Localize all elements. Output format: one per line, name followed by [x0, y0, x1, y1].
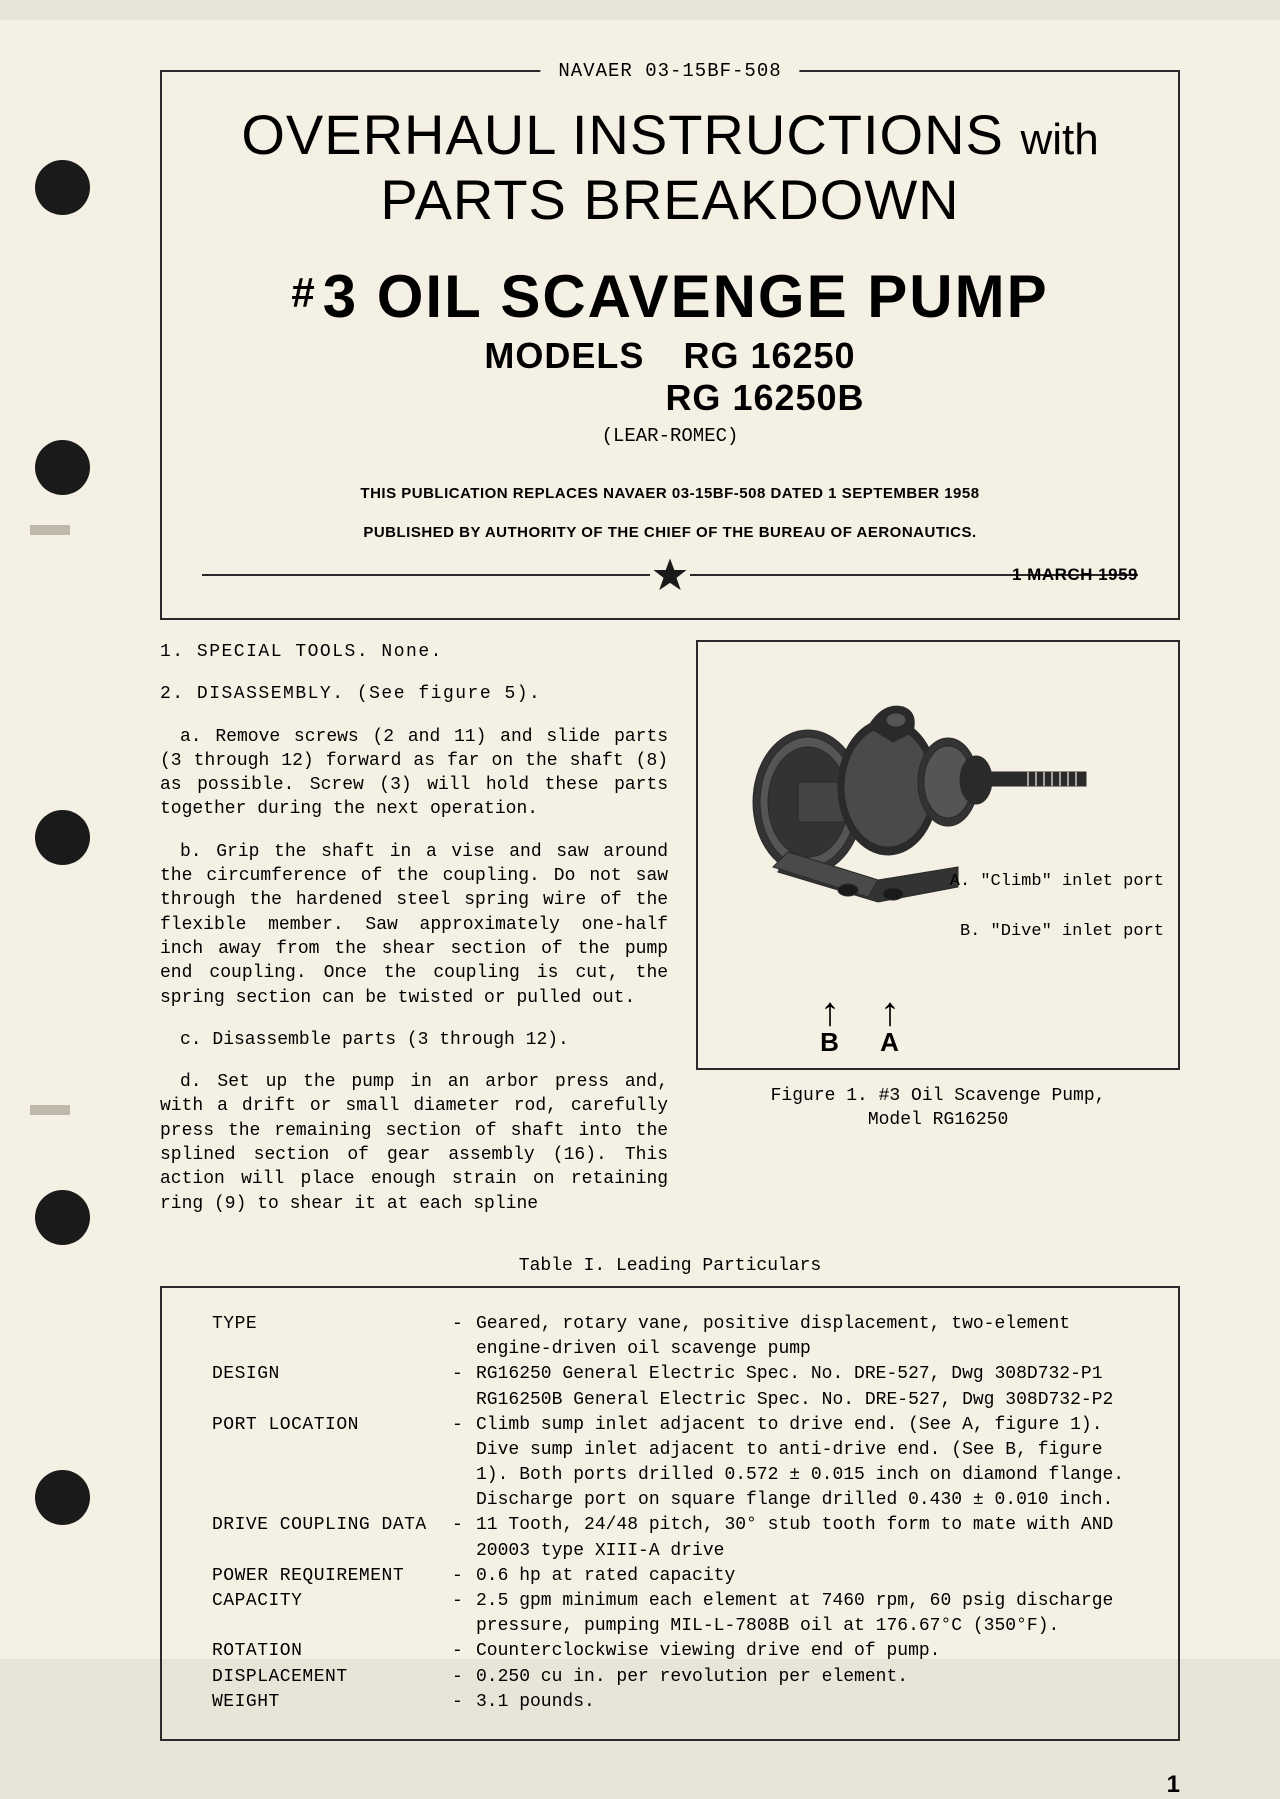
figure-label-a: A. "Climb" inlet port: [950, 872, 1164, 891]
step-a: a. Remove screws (2 and 11) and slide pa…: [160, 725, 668, 822]
caption-line: Model RG16250: [868, 1110, 1008, 1130]
table-val: 0.250 cu in. per revolution per element.: [476, 1665, 1138, 1690]
step-c: c. Disassemble parts (3 through 12).: [160, 1028, 668, 1052]
table-row: POWER REQUIREMENT-0.6 hp at rated capaci…: [212, 1564, 1138, 1589]
table-dash: -: [452, 1589, 476, 1639]
replaces-notice: THIS PUBLICATION REPLACES NAVAER 03-15BF…: [202, 485, 1138, 502]
table-row: DRIVE COUPLING DATA-11 Tooth, 24/48 pitc…: [212, 1513, 1138, 1563]
left-column: 1. SPECIAL TOOLS. None. 2. DISASSEMBLY. …: [160, 640, 668, 1234]
caption-line: Figure 1. #3 Oil Scavenge Pump,: [771, 1086, 1106, 1106]
table-dash: [452, 1388, 476, 1413]
figure-caption: Figure 1. #3 Oil Scavenge Pump, Model RG…: [696, 1084, 1180, 1133]
table-dash: -: [452, 1665, 476, 1690]
punch-hole: [35, 1470, 90, 1525]
scan-artifact: [30, 525, 70, 535]
hash-symbol: #: [291, 269, 316, 316]
star-icon: [652, 557, 688, 593]
title-manufacturer: (LEAR-ROMEC): [202, 425, 1138, 447]
title-overhaul: OVERHAUL INSTRUCTIONS with PARTS BREAKDO…: [202, 102, 1138, 232]
title-pump: #3 OIL SCAVENGE PUMP: [202, 262, 1138, 331]
table-key: POWER REQUIREMENT: [212, 1564, 452, 1589]
table-val: 11 Tooth, 24/48 pitch, 30° stub tooth fo…: [476, 1513, 1138, 1563]
title-model2: RG 16250B: [202, 377, 1138, 419]
table-key: [212, 1388, 452, 1413]
table-val: 3.1 pounds.: [476, 1690, 1138, 1715]
table-key: ROTATION: [212, 1639, 452, 1664]
table-row: PORT LOCATION-Climb sump inlet adjacent …: [212, 1413, 1138, 1514]
arrow-letter-b: B: [820, 1027, 839, 1058]
table-dash: -: [452, 1639, 476, 1664]
body-columns: 1. SPECIAL TOOLS. None. 2. DISASSEMBLY. …: [160, 640, 1180, 1234]
table-key: DESIGN: [212, 1362, 452, 1387]
table-val: Geared, rotary vane, positive displaceme…: [476, 1312, 1138, 1362]
table-key: PORT LOCATION: [212, 1413, 452, 1514]
particulars-table: TYPE-Geared, rotary vane, positive displ…: [160, 1286, 1180, 1741]
table-row: DISPLACEMENT-0.250 cu in. per revolution…: [212, 1665, 1138, 1690]
table-key: CAPACITY: [212, 1589, 452, 1639]
arrow-letter-a: A: [880, 1027, 899, 1058]
page-number: 1: [160, 1771, 1180, 1799]
table-val: RG16250 General Electric Spec. No. DRE-5…: [476, 1362, 1138, 1387]
table-dash: -: [452, 1513, 476, 1563]
section-special-tools: 1. SPECIAL TOOLS. None.: [160, 640, 668, 664]
table-key: TYPE: [212, 1312, 452, 1362]
punch-hole: [35, 440, 90, 495]
published-notice: PUBLISHED BY AUTHORITY OF THE CHIEF OF T…: [202, 524, 1138, 541]
table-val: 2.5 gpm minimum each element at 7460 rpm…: [476, 1589, 1138, 1639]
table-title: Table I. Leading Particulars: [160, 1256, 1180, 1276]
table-row: TYPE-Geared, rotary vane, positive displ…: [212, 1312, 1138, 1362]
section-disassembly: 2. DISASSEMBLY. (See figure 5).: [160, 682, 668, 706]
scan-artifact: [30, 1105, 70, 1115]
table-dash: -: [452, 1690, 476, 1715]
step-d: d. Set up the pump in an arbor press and…: [160, 1070, 668, 1216]
table-row: RG16250B General Electric Spec. No. DRE-…: [212, 1388, 1138, 1413]
table-row: CAPACITY-2.5 gpm minimum each element at…: [212, 1589, 1138, 1639]
figure-label-b: B. "Dive" inlet port: [960, 922, 1164, 941]
table-val: Counterclockwise viewing drive end of pu…: [476, 1639, 1138, 1664]
navaer-number: NAVAER 03-15BF-508: [540, 60, 799, 82]
rule-line: [202, 574, 650, 576]
publication-date: 1 MARCH 1959: [1012, 565, 1138, 585]
table-key: WEIGHT: [212, 1690, 452, 1715]
table-val: 0.6 hp at rated capacity: [476, 1564, 1138, 1589]
model-number: RG 16250: [683, 335, 855, 376]
title-part: with: [1020, 115, 1098, 164]
title-text: 3 OIL SCAVENGE PUMP: [323, 263, 1049, 330]
table-row: DESIGN-RG16250 General Electric Spec. No…: [212, 1362, 1138, 1387]
title-part: OVERHAUL INSTRUCTIONS: [241, 103, 1004, 166]
page: NAVAER 03-15BF-508 OVERHAUL INSTRUCTIONS…: [0, 20, 1280, 1659]
table-key: DISPLACEMENT: [212, 1665, 452, 1690]
title-frame: NAVAER 03-15BF-508 OVERHAUL INSTRUCTIONS…: [160, 70, 1180, 620]
punch-hole: [35, 1190, 90, 1245]
table-dash: -: [452, 1362, 476, 1387]
table-row: ROTATION-Counterclockwise viewing drive …: [212, 1639, 1138, 1664]
table-dash: -: [452, 1564, 476, 1589]
table-row: WEIGHT-3.1 pounds.: [212, 1690, 1138, 1715]
punch-hole: [35, 160, 90, 215]
pump-illustration: [718, 672, 1098, 1002]
table-dash: -: [452, 1413, 476, 1514]
step-b: b. Grip the shaft in a vise and saw arou…: [160, 840, 668, 1010]
figure-box: A. "Climb" inlet port B. "Dive" inlet po…: [696, 640, 1180, 1070]
table-dash: -: [452, 1312, 476, 1362]
models-word: MODELS: [484, 335, 644, 376]
table-val: Climb sump inlet adjacent to drive end. …: [476, 1413, 1138, 1514]
right-column: A. "Climb" inlet port B. "Dive" inlet po…: [696, 640, 1180, 1234]
title-part: PARTS BREAKDOWN: [380, 168, 959, 231]
title-models: MODELS RG 16250: [202, 335, 1138, 377]
table-val: RG16250B General Electric Spec. No. DRE-…: [476, 1388, 1138, 1413]
star-divider: [202, 557, 1138, 593]
table-key: DRIVE COUPLING DATA: [212, 1513, 452, 1563]
punch-hole: [35, 810, 90, 865]
